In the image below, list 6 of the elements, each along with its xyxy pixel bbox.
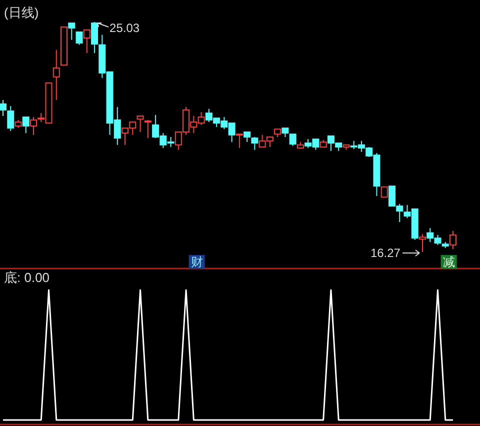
chart-title: 底: 0.00 — [4, 270, 50, 285]
annotation: 25.03 — [110, 21, 140, 35]
annotation: 16.27 — [370, 246, 401, 260]
chart-title: (日线) — [4, 5, 39, 20]
label: 减 — [440, 255, 457, 269]
label: 财 — [188, 255, 205, 269]
